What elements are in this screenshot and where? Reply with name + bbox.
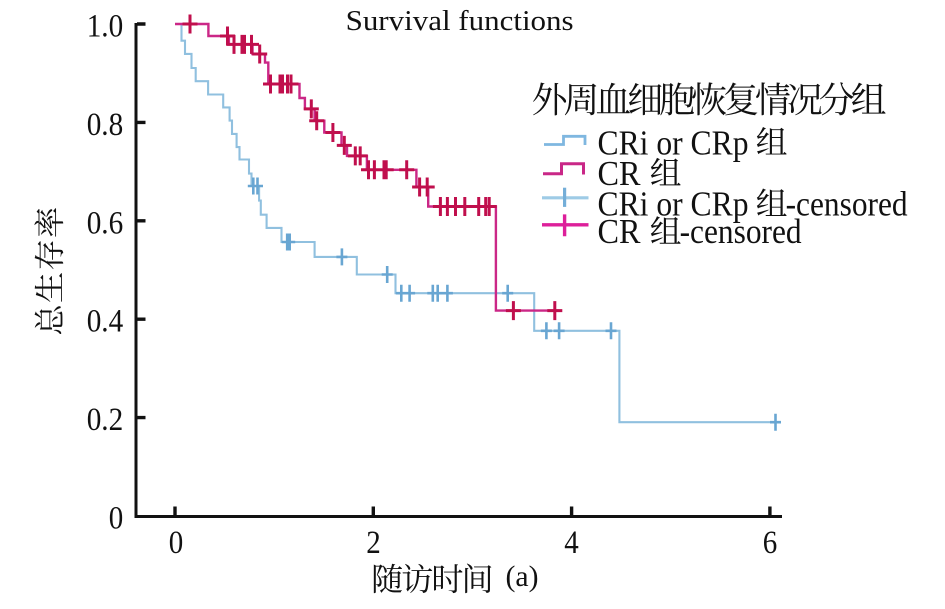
svg-text:0: 0 [169, 525, 184, 561]
svg-text:Survival functions: Survival functions [346, 5, 574, 37]
svg-text:CR: CR [598, 212, 642, 251]
svg-text:(a): (a) [506, 560, 539, 593]
svg-text:6: 6 [763, 525, 778, 561]
svg-text:-censored: -censored [786, 185, 908, 224]
svg-text:4: 4 [564, 525, 579, 561]
svg-text:0.8: 0.8 [87, 107, 124, 143]
svg-text:2: 2 [366, 525, 381, 561]
svg-text:0: 0 [109, 501, 124, 537]
svg-text:-censored: -censored [680, 212, 802, 251]
svg-text:0.6: 0.6 [87, 205, 124, 241]
svg-text:CRi or CRp: CRi or CRp [598, 123, 749, 162]
svg-text:0.4: 0.4 [87, 304, 124, 340]
svg-text:CR: CR [598, 154, 642, 193]
svg-text:1.0: 1.0 [87, 9, 124, 45]
svg-text:CRi or CRp: CRi or CRp [598, 185, 749, 224]
svg-text:0.2: 0.2 [87, 402, 124, 438]
